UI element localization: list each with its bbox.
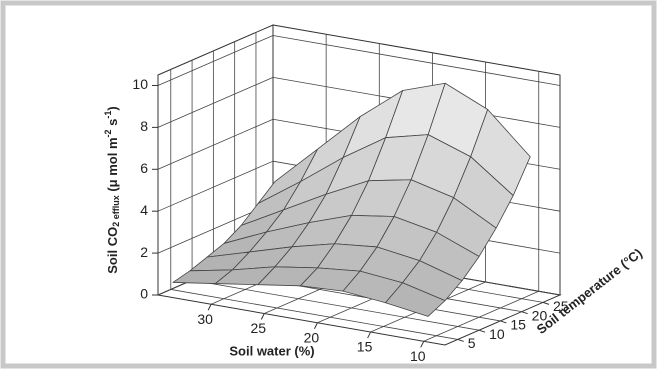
- x-tick: [313, 322, 318, 330]
- y-tick-label: 10: [489, 326, 505, 342]
- y-tick-label: 5: [468, 335, 476, 351]
- surface: [172, 82, 531, 317]
- x-tick: [367, 331, 372, 339]
- grid-line: [423, 290, 539, 342]
- y-tick-label: 15: [510, 317, 526, 333]
- y-tick-label: 20: [532, 307, 548, 323]
- z-tick-label: 2: [140, 244, 148, 260]
- z-tick-label: 0: [140, 286, 148, 302]
- x-tick-label: 20: [304, 329, 320, 345]
- z-label-part: ): [105, 106, 120, 110]
- y-tick: [457, 338, 464, 342]
- x-tick-label: 30: [197, 311, 213, 327]
- z-label-part: (μ mol m: [105, 137, 120, 195]
- y-tick: [542, 301, 550, 305]
- grid-line: [157, 35, 274, 86]
- grid-line: [170, 289, 458, 340]
- z-label-part: 2 efflux: [111, 195, 121, 227]
- grid-line: [157, 77, 274, 128]
- z-tick-label: 8: [140, 118, 148, 134]
- y-tick: [521, 311, 528, 315]
- x-tick-label: 10: [410, 348, 426, 364]
- y-tick-label: 25: [553, 298, 569, 314]
- z-tick-label: 6: [140, 160, 148, 176]
- x-tick-label: 25: [251, 320, 267, 336]
- surface-cell: [385, 282, 446, 317]
- x-tick: [207, 304, 212, 311]
- z-label-part: -2: [103, 129, 113, 137]
- ticks: 0 2 4 6 8 10 30 25 20 15 10 5 10 15 20 25: [132, 75, 569, 364]
- grid-line: [272, 35, 561, 86]
- z-label-part: s: [105, 119, 120, 130]
- x-tick-label: 15: [357, 339, 373, 355]
- grid-line: [157, 118, 274, 170]
- x-tick: [260, 313, 265, 320]
- y-tick: [478, 329, 486, 333]
- x-tick: [420, 341, 425, 348]
- grid-line: [192, 279, 480, 331]
- z-tick-label: 4: [140, 202, 148, 218]
- z-tick-label: 10: [132, 76, 148, 92]
- x-axis-label: Soil water (%): [229, 343, 314, 358]
- z-label-part: Soil CO: [105, 227, 120, 274]
- y-tick: [500, 320, 507, 324]
- z-label-part: -1: [103, 111, 113, 119]
- z-axis-label: Soil CO2 efflux (μ mol m-2 s-1): [103, 106, 121, 273]
- grid-line: [157, 160, 274, 212]
